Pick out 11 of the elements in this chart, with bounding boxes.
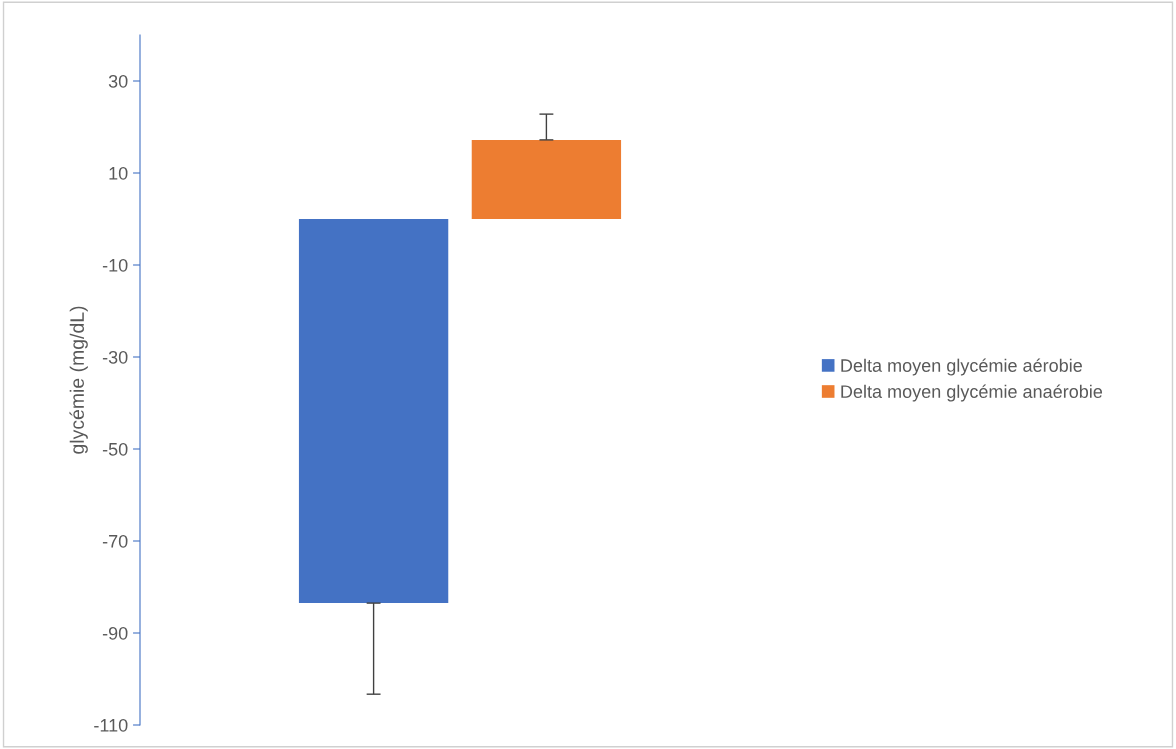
y-tick-label: 10: [109, 166, 128, 180]
y-tick-label: -70: [102, 534, 128, 548]
y-tick-label: -10: [102, 258, 128, 272]
y-tick-label: -30: [102, 350, 128, 364]
legend-label: Delta moyen glycémie aérobie: [841, 358, 1082, 376]
y-axis-title: glycémie (mg/dL): [69, 306, 88, 454]
y-tick-label: -110: [94, 718, 128, 732]
y-tick-label: -50: [102, 442, 128, 456]
legend-label: Delta moyen glycémie anaérobie: [841, 384, 1103, 402]
y-tick-label: -90: [102, 626, 128, 640]
y-tick-label: 30: [108, 74, 128, 88]
